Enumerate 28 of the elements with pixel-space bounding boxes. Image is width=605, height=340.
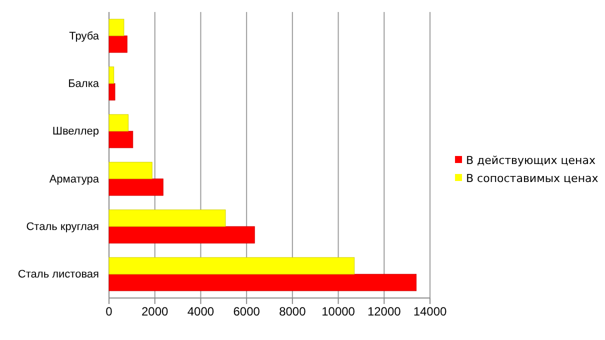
x-tick-label: 0 [106, 304, 113, 319]
y-tick-label: Швеллер [52, 126, 99, 138]
x-tick-label: 6000 [233, 304, 260, 319]
bar [108, 36, 128, 53]
bar [108, 178, 164, 196]
x-tick-label: 12000 [367, 304, 402, 319]
bar [108, 130, 134, 148]
y-tick-label: Балка [68, 78, 100, 90]
y-tick-label: Арматура [49, 173, 100, 186]
bar [108, 226, 255, 244]
y-tick-label: Труба [69, 30, 100, 42]
bar [108, 162, 152, 180]
legend-label: В действующих ценах [466, 154, 596, 167]
bar [108, 18, 124, 36]
bar [108, 83, 116, 100]
y-tick-label: Сталь листовая [18, 268, 100, 281]
y-tick-label: Сталь круглая [26, 221, 100, 234]
bar [108, 274, 416, 292]
x-tick-label: 8000 [279, 304, 306, 319]
bar [108, 114, 129, 132]
x-tick-label: 14000 [413, 304, 448, 319]
bar [108, 66, 114, 84]
x-tick-label: 4000 [187, 304, 214, 319]
legend-label: В сопоставимых ценах [466, 172, 599, 185]
bar [108, 257, 355, 274]
x-tick-label: 2000 [142, 304, 169, 319]
x-tick-label: 10000 [322, 304, 356, 319]
bar [108, 210, 226, 227]
